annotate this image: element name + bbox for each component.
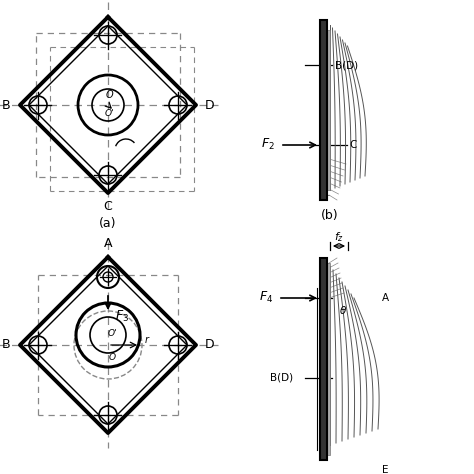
- Text: O': O': [107, 328, 117, 337]
- Text: $F_4$: $F_4$: [259, 290, 273, 305]
- Text: (a): (a): [99, 217, 117, 229]
- Text: O: O: [109, 353, 116, 362]
- Bar: [320, 258, 327, 460]
- Text: C: C: [104, 200, 112, 212]
- Text: B: B: [2, 99, 10, 111]
- Text: $\theta$: $\theta$: [339, 304, 347, 316]
- Text: C: C: [349, 140, 356, 150]
- Text: B: B: [2, 338, 10, 352]
- Text: D: D: [205, 338, 215, 352]
- Text: $F_2$: $F_2$: [261, 137, 275, 152]
- Bar: [320, 20, 327, 200]
- Text: (b): (b): [321, 209, 339, 221]
- Text: A: A: [382, 293, 389, 303]
- Text: B(D): B(D): [270, 373, 293, 383]
- Text: O: O: [105, 90, 113, 100]
- Text: O': O': [104, 109, 114, 118]
- Text: r: r: [145, 335, 149, 345]
- Text: $F_3$: $F_3$: [115, 309, 129, 324]
- Text: E: E: [382, 465, 389, 474]
- Text: A: A: [104, 237, 112, 249]
- Text: $f_z$: $f_z$: [334, 230, 344, 244]
- Text: B(D): B(D): [335, 60, 358, 70]
- Text: D: D: [205, 99, 215, 111]
- Bar: [327, 30, 330, 190]
- Bar: [327, 263, 330, 455]
